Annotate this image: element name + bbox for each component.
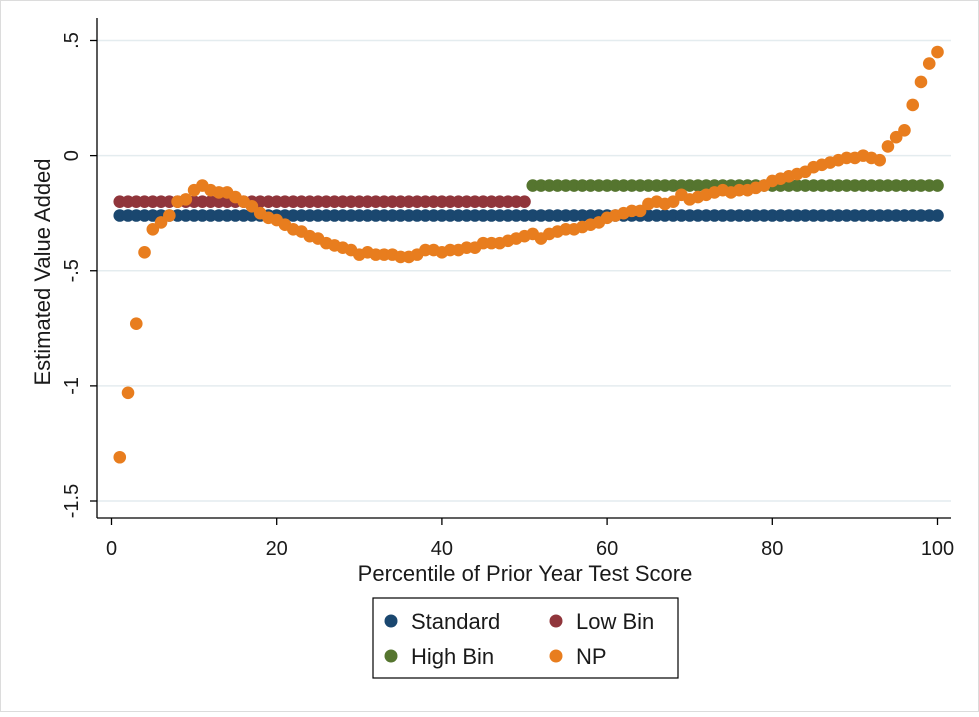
legend-label: High Bin xyxy=(411,644,494,669)
x-tick-label: 80 xyxy=(761,538,783,560)
np-point xyxy=(129,317,143,331)
x-tick-label: 100 xyxy=(921,538,954,560)
axes: .5 0 -.5 -1 -1.5 0 20 40 60 80 100 xyxy=(61,18,954,560)
np-point xyxy=(906,98,920,112)
legend-item-high-bin: High Bin xyxy=(384,644,494,669)
y-tick-label: 0 xyxy=(61,150,83,161)
np-point xyxy=(146,223,160,236)
np-point xyxy=(873,153,886,167)
legend-marker xyxy=(384,649,398,663)
np-point xyxy=(666,195,680,208)
y-axis-title: Estimated Value Added xyxy=(30,158,55,385)
np-point xyxy=(121,386,135,400)
np-point xyxy=(898,123,911,137)
np-point xyxy=(931,45,944,59)
x-tick-label: 0 xyxy=(106,538,117,560)
series-np xyxy=(113,45,944,464)
np-point xyxy=(633,204,647,218)
series-low-bin xyxy=(113,195,531,208)
np-point xyxy=(245,199,259,213)
legend: Standard Low Bin High Bin NP xyxy=(372,597,679,679)
np-point xyxy=(914,75,928,89)
np-point xyxy=(138,246,151,259)
legend-marker xyxy=(549,649,563,663)
legend-marker xyxy=(384,614,398,628)
x-tick-label: 60 xyxy=(596,538,618,560)
y-tick-label: -1.5 xyxy=(61,484,83,518)
low-bin-point xyxy=(518,195,531,208)
np-point xyxy=(889,130,903,144)
np-point xyxy=(154,216,168,229)
high-bin-point xyxy=(931,179,944,192)
x-tick-label: 40 xyxy=(431,538,453,560)
standard-point xyxy=(931,209,944,222)
np-point xyxy=(163,209,176,222)
legend-label: NP xyxy=(576,644,607,669)
y-tick-label: -1 xyxy=(61,377,83,395)
x-axis-title: Percentile of Prior Year Test Score xyxy=(358,561,693,586)
np-point xyxy=(113,450,127,464)
legend-item-low-bin: Low Bin xyxy=(549,609,654,634)
legend-label: Low Bin xyxy=(576,609,654,634)
y-tick-label: .5 xyxy=(61,32,83,49)
data-points xyxy=(113,45,944,464)
np-point xyxy=(881,140,895,153)
legend-label: Standard xyxy=(411,609,500,634)
series-standard xyxy=(113,209,944,222)
legend-marker xyxy=(549,614,563,628)
legend-box xyxy=(372,597,679,679)
y-tick-label: -.5 xyxy=(61,259,83,282)
gridlines xyxy=(97,39,951,502)
np-point xyxy=(179,193,193,206)
legend-item-standard: Standard xyxy=(384,609,500,634)
x-tick-label: 20 xyxy=(266,538,288,560)
legend-item-np: NP xyxy=(549,644,607,669)
np-point xyxy=(922,57,936,70)
